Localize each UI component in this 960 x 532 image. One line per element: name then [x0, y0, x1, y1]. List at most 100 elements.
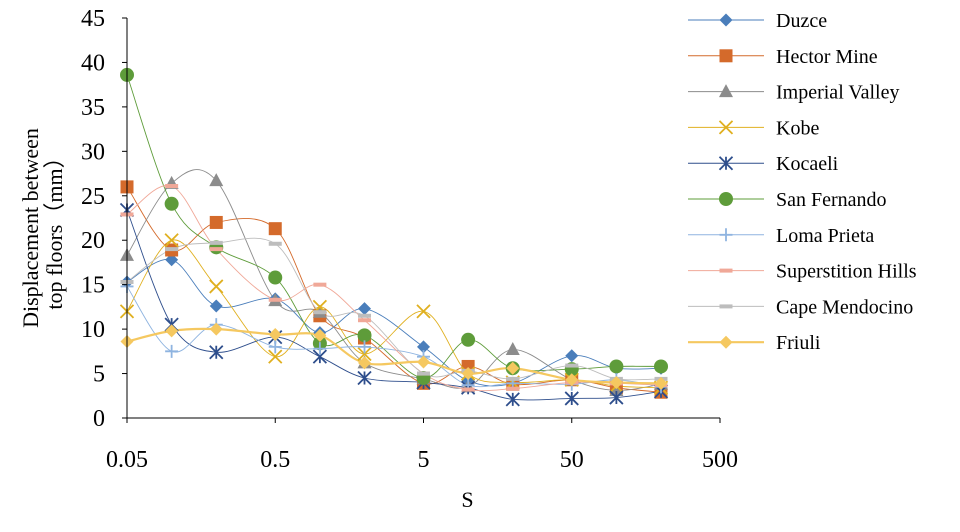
- data-point: [357, 346, 372, 362]
- legend-marker: [719, 192, 733, 206]
- data-point: [609, 390, 624, 405]
- legend-label: San Fernando: [776, 189, 887, 211]
- y-tick-label: 5: [93, 362, 105, 388]
- legend-label: Loma Prieta: [776, 225, 874, 247]
- data-point: [165, 324, 179, 338]
- x-axis-title: S: [461, 487, 473, 512]
- legend-label: Hector Mine: [776, 46, 878, 68]
- data-point: [268, 340, 282, 354]
- y-tick-label: 40: [81, 50, 105, 76]
- data-point: [358, 356, 372, 370]
- legend-marker: [718, 156, 734, 171]
- y-axis-title: Displacement between top floors（mm）: [18, 128, 67, 328]
- series-markers: [119, 67, 669, 407]
- series-line: [126, 286, 662, 388]
- data-point: [165, 253, 179, 267]
- x-tick-label: 500: [702, 447, 738, 473]
- y-tick-label: 0: [93, 406, 105, 432]
- legend-marker: [719, 49, 733, 63]
- data-point: [268, 241, 282, 246]
- data-point: [506, 386, 520, 391]
- data-point: [268, 327, 282, 341]
- data-point: [313, 342, 327, 356]
- data-point: [313, 282, 327, 287]
- data-point: [209, 299, 223, 313]
- x-tick-label: 5: [418, 447, 430, 473]
- data-point: [165, 344, 179, 358]
- x-tick-label: 50: [560, 447, 584, 473]
- legend-label: Kobe: [776, 117, 819, 139]
- y-tick-label: 25: [81, 184, 105, 210]
- data-point: [209, 240, 223, 245]
- y-tick-label: 45: [81, 6, 105, 32]
- axes: 0 5 10 15 20 25 30 35 40 45 0.05 0.5 5 50 500: [81, 6, 738, 473]
- y-axis-title-line: Displacement between: [18, 128, 43, 328]
- data-point: [357, 328, 372, 343]
- series-line: [126, 186, 662, 393]
- data-point: [417, 371, 430, 376]
- data-point: [416, 304, 431, 319]
- legend-marker: [719, 335, 733, 349]
- data-point: [505, 342, 520, 356]
- data-point: [209, 279, 224, 294]
- x-tick-label: 0.05: [106, 447, 148, 473]
- data-point: [164, 233, 179, 248]
- y-tick-label: 20: [81, 228, 105, 254]
- x-tick-label: 0.5: [260, 447, 290, 473]
- data-point: [358, 302, 372, 316]
- data-point: [609, 382, 624, 396]
- data-point: [461, 387, 475, 392]
- data-point: [565, 363, 579, 368]
- data-point: [358, 313, 372, 318]
- data-point: [209, 345, 224, 360]
- data-point: [209, 247, 223, 252]
- legend-marker: [719, 84, 733, 98]
- data-point: [165, 247, 179, 252]
- y-tick-label: 10: [81, 317, 105, 343]
- data-point: [565, 373, 579, 387]
- data-point: [417, 340, 430, 354]
- y-axis-title-line: top floors（mm）: [42, 146, 67, 309]
- legend: Duzce Hector Mine Imperial Valley Kobe Kocae…: [688, 10, 917, 354]
- legend-marker: [719, 304, 733, 309]
- data-point: [506, 361, 520, 375]
- data-point: [268, 297, 282, 302]
- data-point: [609, 359, 624, 374]
- series-lines: [126, 74, 662, 401]
- data-point: [461, 367, 475, 381]
- legend-marker: [719, 13, 733, 27]
- legend-label: Cape Mendocino: [776, 296, 913, 318]
- data-point: [313, 328, 327, 342]
- series-line: [126, 239, 662, 389]
- y-tick-label: 35: [81, 95, 105, 121]
- data-point: [313, 310, 327, 315]
- data-point: [358, 340, 372, 354]
- data-point: [505, 392, 520, 407]
- data-point: [165, 184, 179, 188]
- data-point: [209, 215, 223, 229]
- series-line: [126, 169, 662, 391]
- data-point: [506, 376, 520, 381]
- legend-label: Duzce: [776, 10, 827, 32]
- legend-marker: [718, 120, 734, 135]
- data-point: [564, 391, 579, 406]
- data-point: [209, 173, 224, 187]
- data-point: [654, 359, 669, 374]
- data-point: [209, 322, 223, 336]
- data-point: [164, 196, 179, 211]
- legend-label: Friuli: [776, 332, 821, 354]
- data-point: [358, 318, 372, 323]
- legend-marker: [719, 228, 733, 242]
- data-point: [609, 375, 623, 389]
- y-tick-label: 15: [81, 273, 105, 299]
- data-point: [268, 349, 283, 364]
- data-point: [417, 355, 430, 369]
- data-point: [461, 332, 476, 347]
- data-point: [268, 270, 283, 285]
- legend-label: Imperial Valley: [776, 82, 899, 104]
- data-point: [268, 222, 282, 236]
- legend-marker: [719, 268, 733, 273]
- series-line: [126, 209, 662, 401]
- data-point: [565, 349, 579, 363]
